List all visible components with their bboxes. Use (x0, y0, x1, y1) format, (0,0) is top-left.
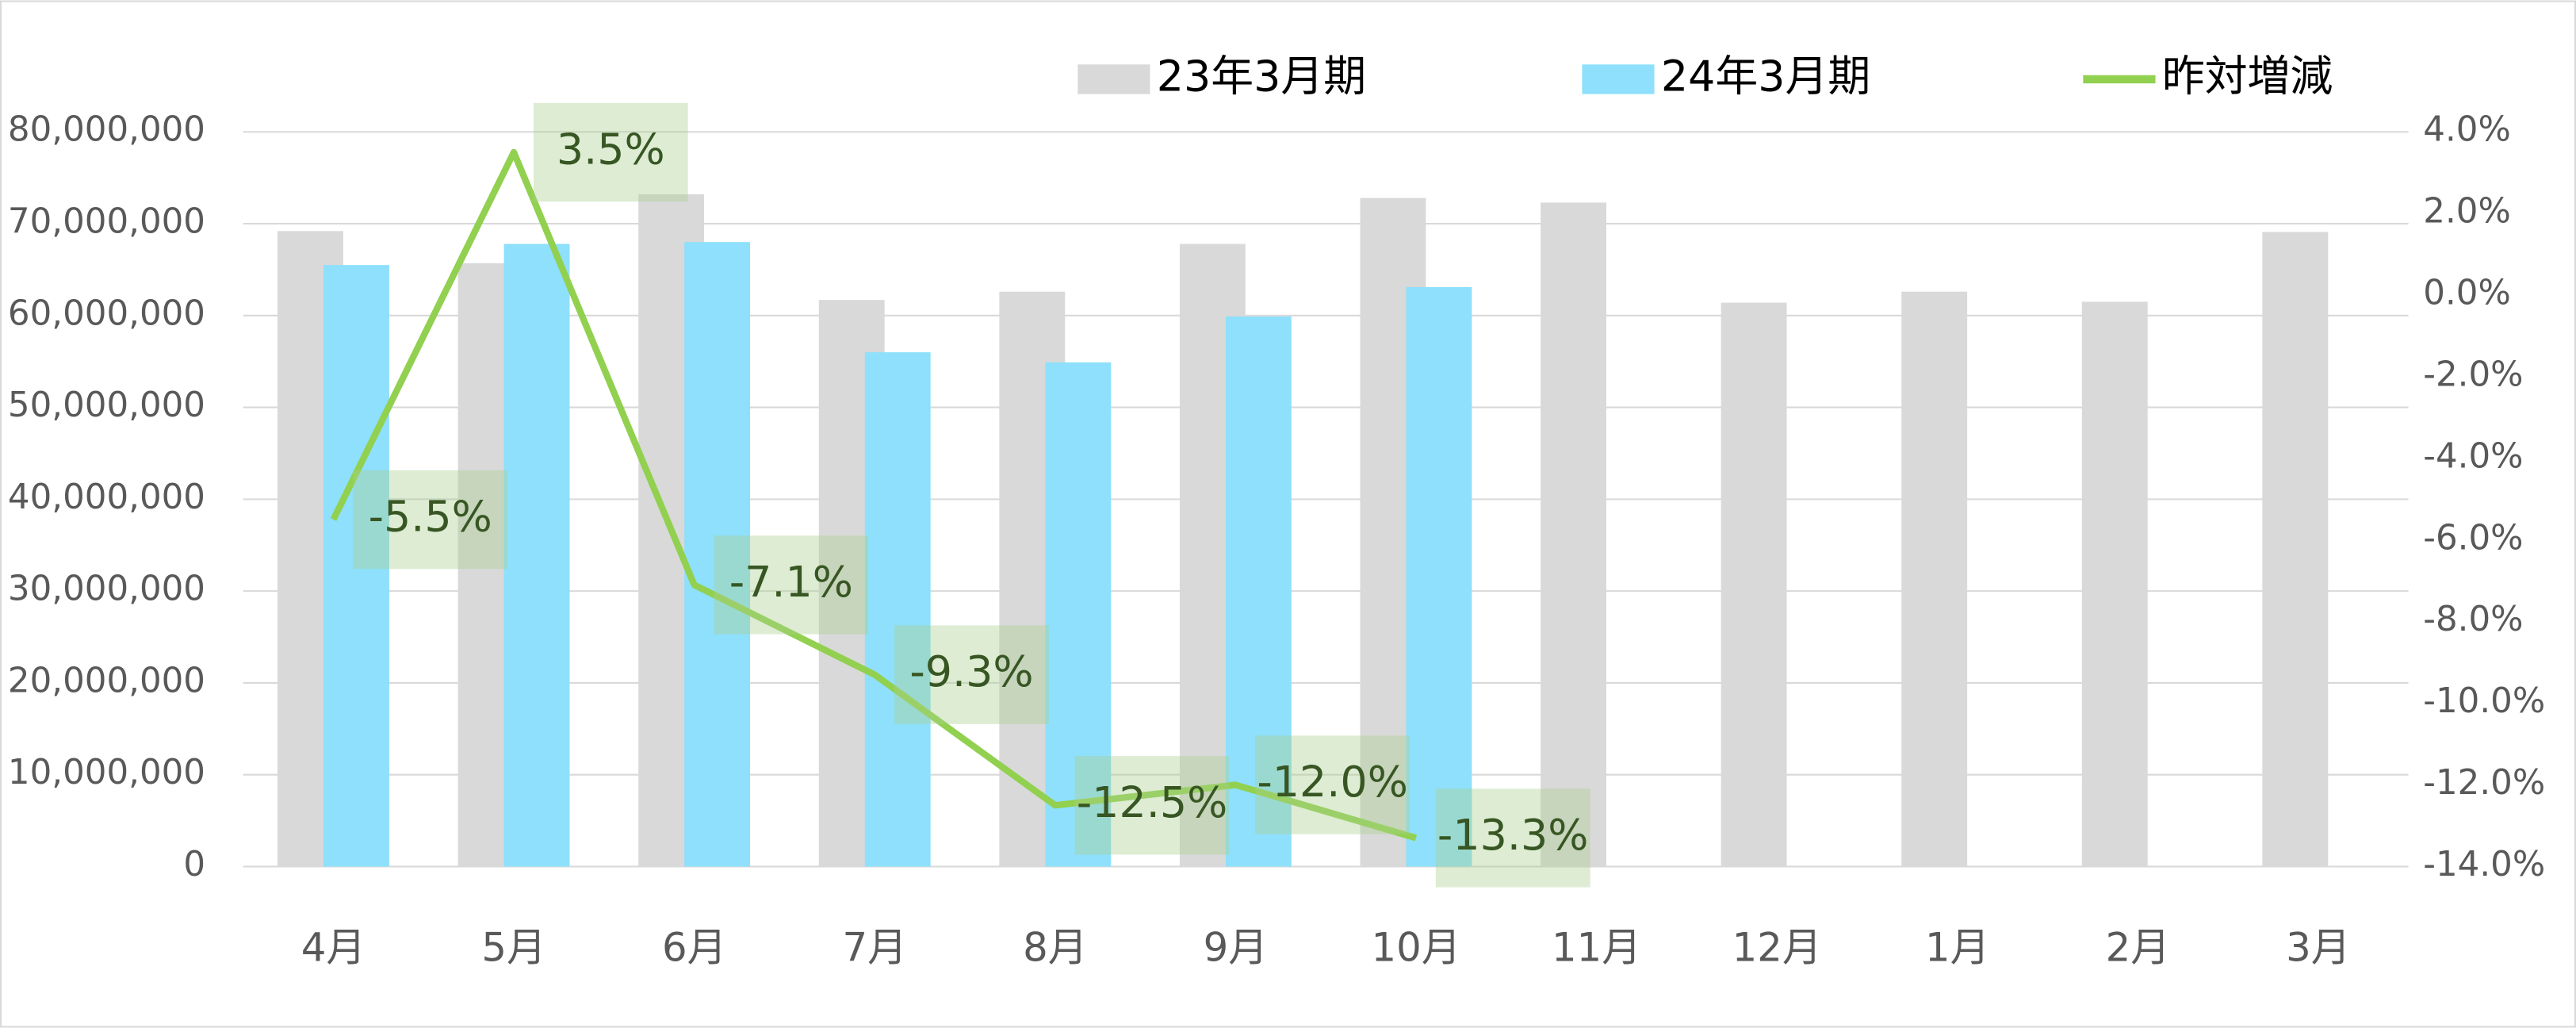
legend-label: 23年3月期 (1157, 52, 1366, 102)
y-tick-label: 60,000,000 (8, 293, 205, 333)
y-tick-label: 0 (183, 845, 205, 884)
data-label-box (1074, 756, 1230, 855)
x-tick-label: 6月 (662, 925, 726, 971)
bar (323, 265, 389, 867)
data-label-box (714, 535, 869, 635)
x-tick-label: 8月 (1023, 925, 1087, 971)
legend-label: 昨対増減 (2162, 52, 2333, 102)
data-label-box (894, 625, 1049, 724)
x-tick-label: 3月 (2286, 925, 2350, 971)
data-label-box (1255, 735, 1410, 834)
y-tick-label: 40,000,000 (8, 478, 205, 517)
data-label: -12.5% (1077, 777, 1228, 827)
y2-tick-label: 4.0% (2423, 110, 2511, 150)
data-label-box (533, 102, 688, 202)
legend-swatch (1077, 64, 1150, 94)
data-label: -7.1% (729, 557, 853, 607)
data-label: -9.3% (909, 646, 1033, 696)
y-tick-label: 70,000,000 (8, 202, 205, 242)
legend-swatch (1582, 64, 1655, 94)
y2-tick-label: -12.0% (2423, 763, 2545, 803)
bar (1045, 362, 1112, 867)
bar (2262, 232, 2329, 867)
x-tick-label: 9月 (1204, 925, 1268, 971)
y2-tick-label: 0.0% (2423, 274, 2511, 313)
x-tick-label: 10月 (1371, 925, 1460, 971)
x-tick-label: 7月 (843, 925, 907, 971)
y2-tick-label: -10.0% (2423, 681, 2545, 721)
x-tick-label: 2月 (2106, 925, 2170, 971)
bar (1541, 202, 1606, 867)
data-label: -12.0% (1257, 757, 1408, 807)
data-label-box (353, 470, 508, 570)
y2-tick-label: -6.0% (2423, 518, 2523, 558)
line (330, 148, 1418, 842)
legend-label: 24年3月期 (1661, 52, 1870, 102)
data-label: 3.5% (557, 125, 665, 175)
y2-tick-label: -2.0% (2423, 355, 2523, 394)
x-tick-label: 4月 (301, 925, 366, 971)
data-label-box (1435, 788, 1590, 888)
y2-tick-label: 2.0% (2423, 192, 2511, 232)
data-label: -5.5% (369, 492, 492, 542)
bar (1225, 316, 1292, 867)
data-label: -13.3% (1437, 810, 1589, 860)
bar (864, 352, 931, 867)
y-tick-label: 10,000,000 (8, 753, 205, 792)
bar (1721, 302, 1787, 867)
y2-tick-label: -8.0% (2423, 600, 2523, 639)
x-tick-label: 1月 (1925, 925, 1989, 971)
x-tick-label: 5月 (481, 925, 545, 971)
x-tick-label: 12月 (1732, 925, 1822, 971)
bar (1901, 291, 1968, 867)
bar (684, 242, 751, 867)
x-tick-label: 11月 (1552, 925, 1641, 971)
y-tick-label: 80,000,000 (8, 110, 205, 150)
bar (2081, 301, 2148, 867)
y-tick-label: 30,000,000 (8, 570, 205, 609)
y-tick-label: 20,000,000 (8, 661, 205, 700)
y2-tick-label: -4.0% (2423, 436, 2523, 476)
bar (503, 244, 570, 867)
y-tick-label: 50,000,000 (8, 386, 205, 425)
bar (1406, 286, 1472, 867)
y2-tick-label: -14.0% (2423, 845, 2545, 884)
